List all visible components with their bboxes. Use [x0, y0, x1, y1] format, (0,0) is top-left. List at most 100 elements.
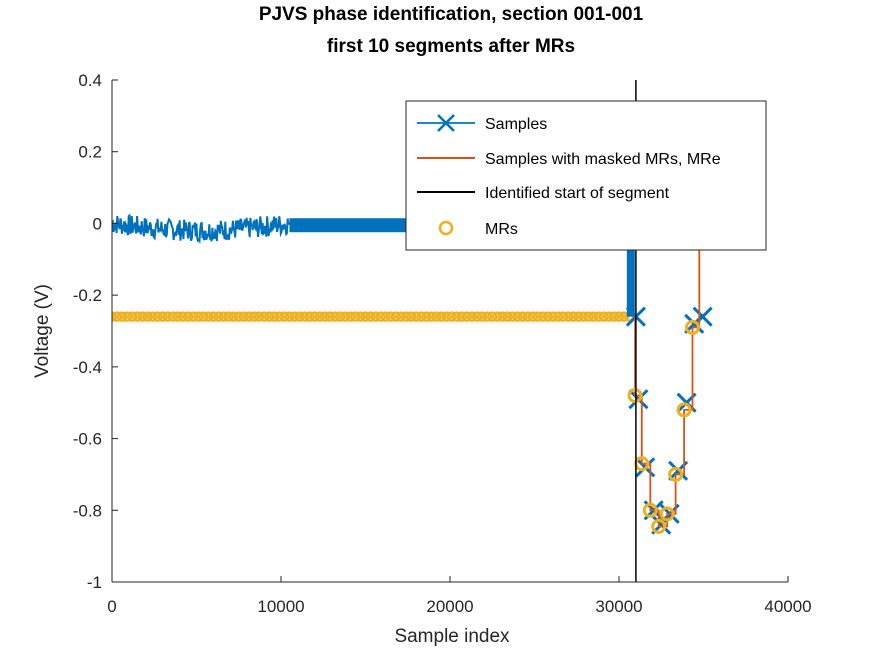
mr-marker: [243, 311, 255, 322]
mr-marker: [568, 311, 579, 322]
mr-marker: [446, 311, 457, 322]
mr-marker: [233, 311, 244, 322]
mr-marker: [527, 311, 539, 322]
mr-marker: [502, 311, 513, 322]
legend-label: Samples: [485, 116, 547, 133]
x-tick-label: 30000: [595, 597, 642, 616]
mr-marker: [517, 311, 528, 322]
chart-subtitle: first 10 segments after MRs: [327, 36, 575, 57]
mr-marker: [116, 311, 128, 322]
mr-marker: [542, 311, 554, 322]
mr-marker: [324, 311, 336, 322]
mr-marker: [375, 311, 386, 322]
mr-marker: [132, 311, 143, 322]
mr-marker: [350, 311, 361, 322]
legend-swatch-marker: [437, 114, 455, 132]
mr-marker: [416, 311, 427, 322]
x-tick-label: 10000: [257, 597, 304, 616]
mr-marker: [299, 311, 310, 322]
legend-entry: MRs: [438, 220, 518, 238]
y-tick-label: 0: [93, 214, 102, 233]
mr-marker: [685, 319, 701, 335]
mr-marker: [258, 311, 270, 322]
mr-marker: [329, 311, 341, 322]
mrs-dip-markers: [627, 319, 701, 534]
mr-marker: [385, 311, 397, 322]
legend: Samples Samples with masked MRs, MRe Ident…: [405, 100, 767, 251]
mr-marker: [471, 311, 483, 322]
mr-marker: [532, 311, 544, 322]
mr-marker: [314, 311, 326, 322]
mr-marker: [436, 311, 447, 322]
y-tick-label: -0.8: [73, 501, 102, 520]
mr-marker: [304, 311, 315, 322]
x-axis-label: Sample index: [394, 626, 510, 647]
mr-marker: [405, 311, 417, 322]
mr-marker: [162, 311, 174, 322]
mr-marker: [182, 311, 194, 322]
mr-marker: [294, 311, 305, 322]
mr-marker: [218, 311, 229, 322]
mr-marker: [390, 311, 402, 322]
mr-marker: [167, 311, 179, 322]
chart-title: PJVS phase identification, section 001-0…: [259, 4, 644, 25]
mr-marker: [157, 311, 168, 322]
mr-marker: [370, 311, 381, 322]
y-tick-label: -0.6: [73, 430, 102, 449]
mr-marker: [147, 311, 158, 322]
legend-label: Samples with masked MRs, MRe: [485, 151, 721, 168]
legend-label: MRs: [485, 221, 518, 238]
mr-marker: [431, 311, 442, 322]
x-tick-label: 40000: [764, 597, 811, 616]
mr-marker: [603, 311, 615, 322]
mr-marker: [487, 311, 498, 322]
mr-marker: [547, 311, 559, 322]
mr-marker: [121, 311, 133, 322]
mr-marker: [651, 518, 667, 534]
y-axis-label: Voltage (V): [32, 284, 53, 378]
mr-marker: [289, 311, 300, 322]
mr-marker: [395, 311, 407, 322]
mr-marker: [137, 311, 148, 322]
mr-marker: [355, 311, 366, 322]
mr-marker: [461, 311, 473, 322]
mr-marker: [263, 311, 275, 322]
mr-marker: [573, 311, 584, 322]
y-tick-label: -0.2: [73, 286, 102, 305]
mr-marker: [642, 502, 658, 518]
mr-marker: [279, 311, 290, 322]
masked-samples-line: [634, 223, 701, 528]
legend-entry: Samples with masked MRs, MRe: [417, 151, 721, 168]
mr-marker: [598, 311, 610, 322]
mr-marker: [441, 311, 452, 322]
y-tick-label: -1: [87, 573, 102, 592]
mr-marker: [339, 311, 351, 322]
mr-marker: [360, 311, 371, 322]
mr-marker: [172, 311, 184, 322]
mr-marker: [238, 311, 250, 322]
mr-marker: [228, 311, 239, 322]
mr-marker: [177, 311, 189, 322]
mr-marker: [476, 311, 488, 322]
mr-marker: [537, 311, 549, 322]
mr-marker: [152, 311, 163, 322]
mr-marker: [608, 311, 620, 322]
mr-marker: [198, 311, 209, 322]
mr-marker: [319, 311, 331, 322]
y-tick-label: 0.4: [78, 71, 102, 90]
mr-marker: [481, 311, 493, 322]
mr-marker: [466, 311, 478, 322]
x-tick-label: 20000: [426, 597, 473, 616]
mr-marker: [334, 311, 346, 322]
mr-marker: [268, 311, 280, 322]
legend-label: Identified start of segment: [485, 185, 670, 202]
samples-noise-line: [112, 213, 291, 245]
mr-marker: [213, 311, 224, 322]
mr-marker: [309, 311, 321, 322]
legend-entry: Identified start of segment: [417, 185, 670, 202]
mr-marker: [492, 311, 503, 322]
mr-marker: [365, 311, 376, 322]
mr-marker: [563, 311, 574, 322]
mr-marker: [456, 311, 468, 322]
